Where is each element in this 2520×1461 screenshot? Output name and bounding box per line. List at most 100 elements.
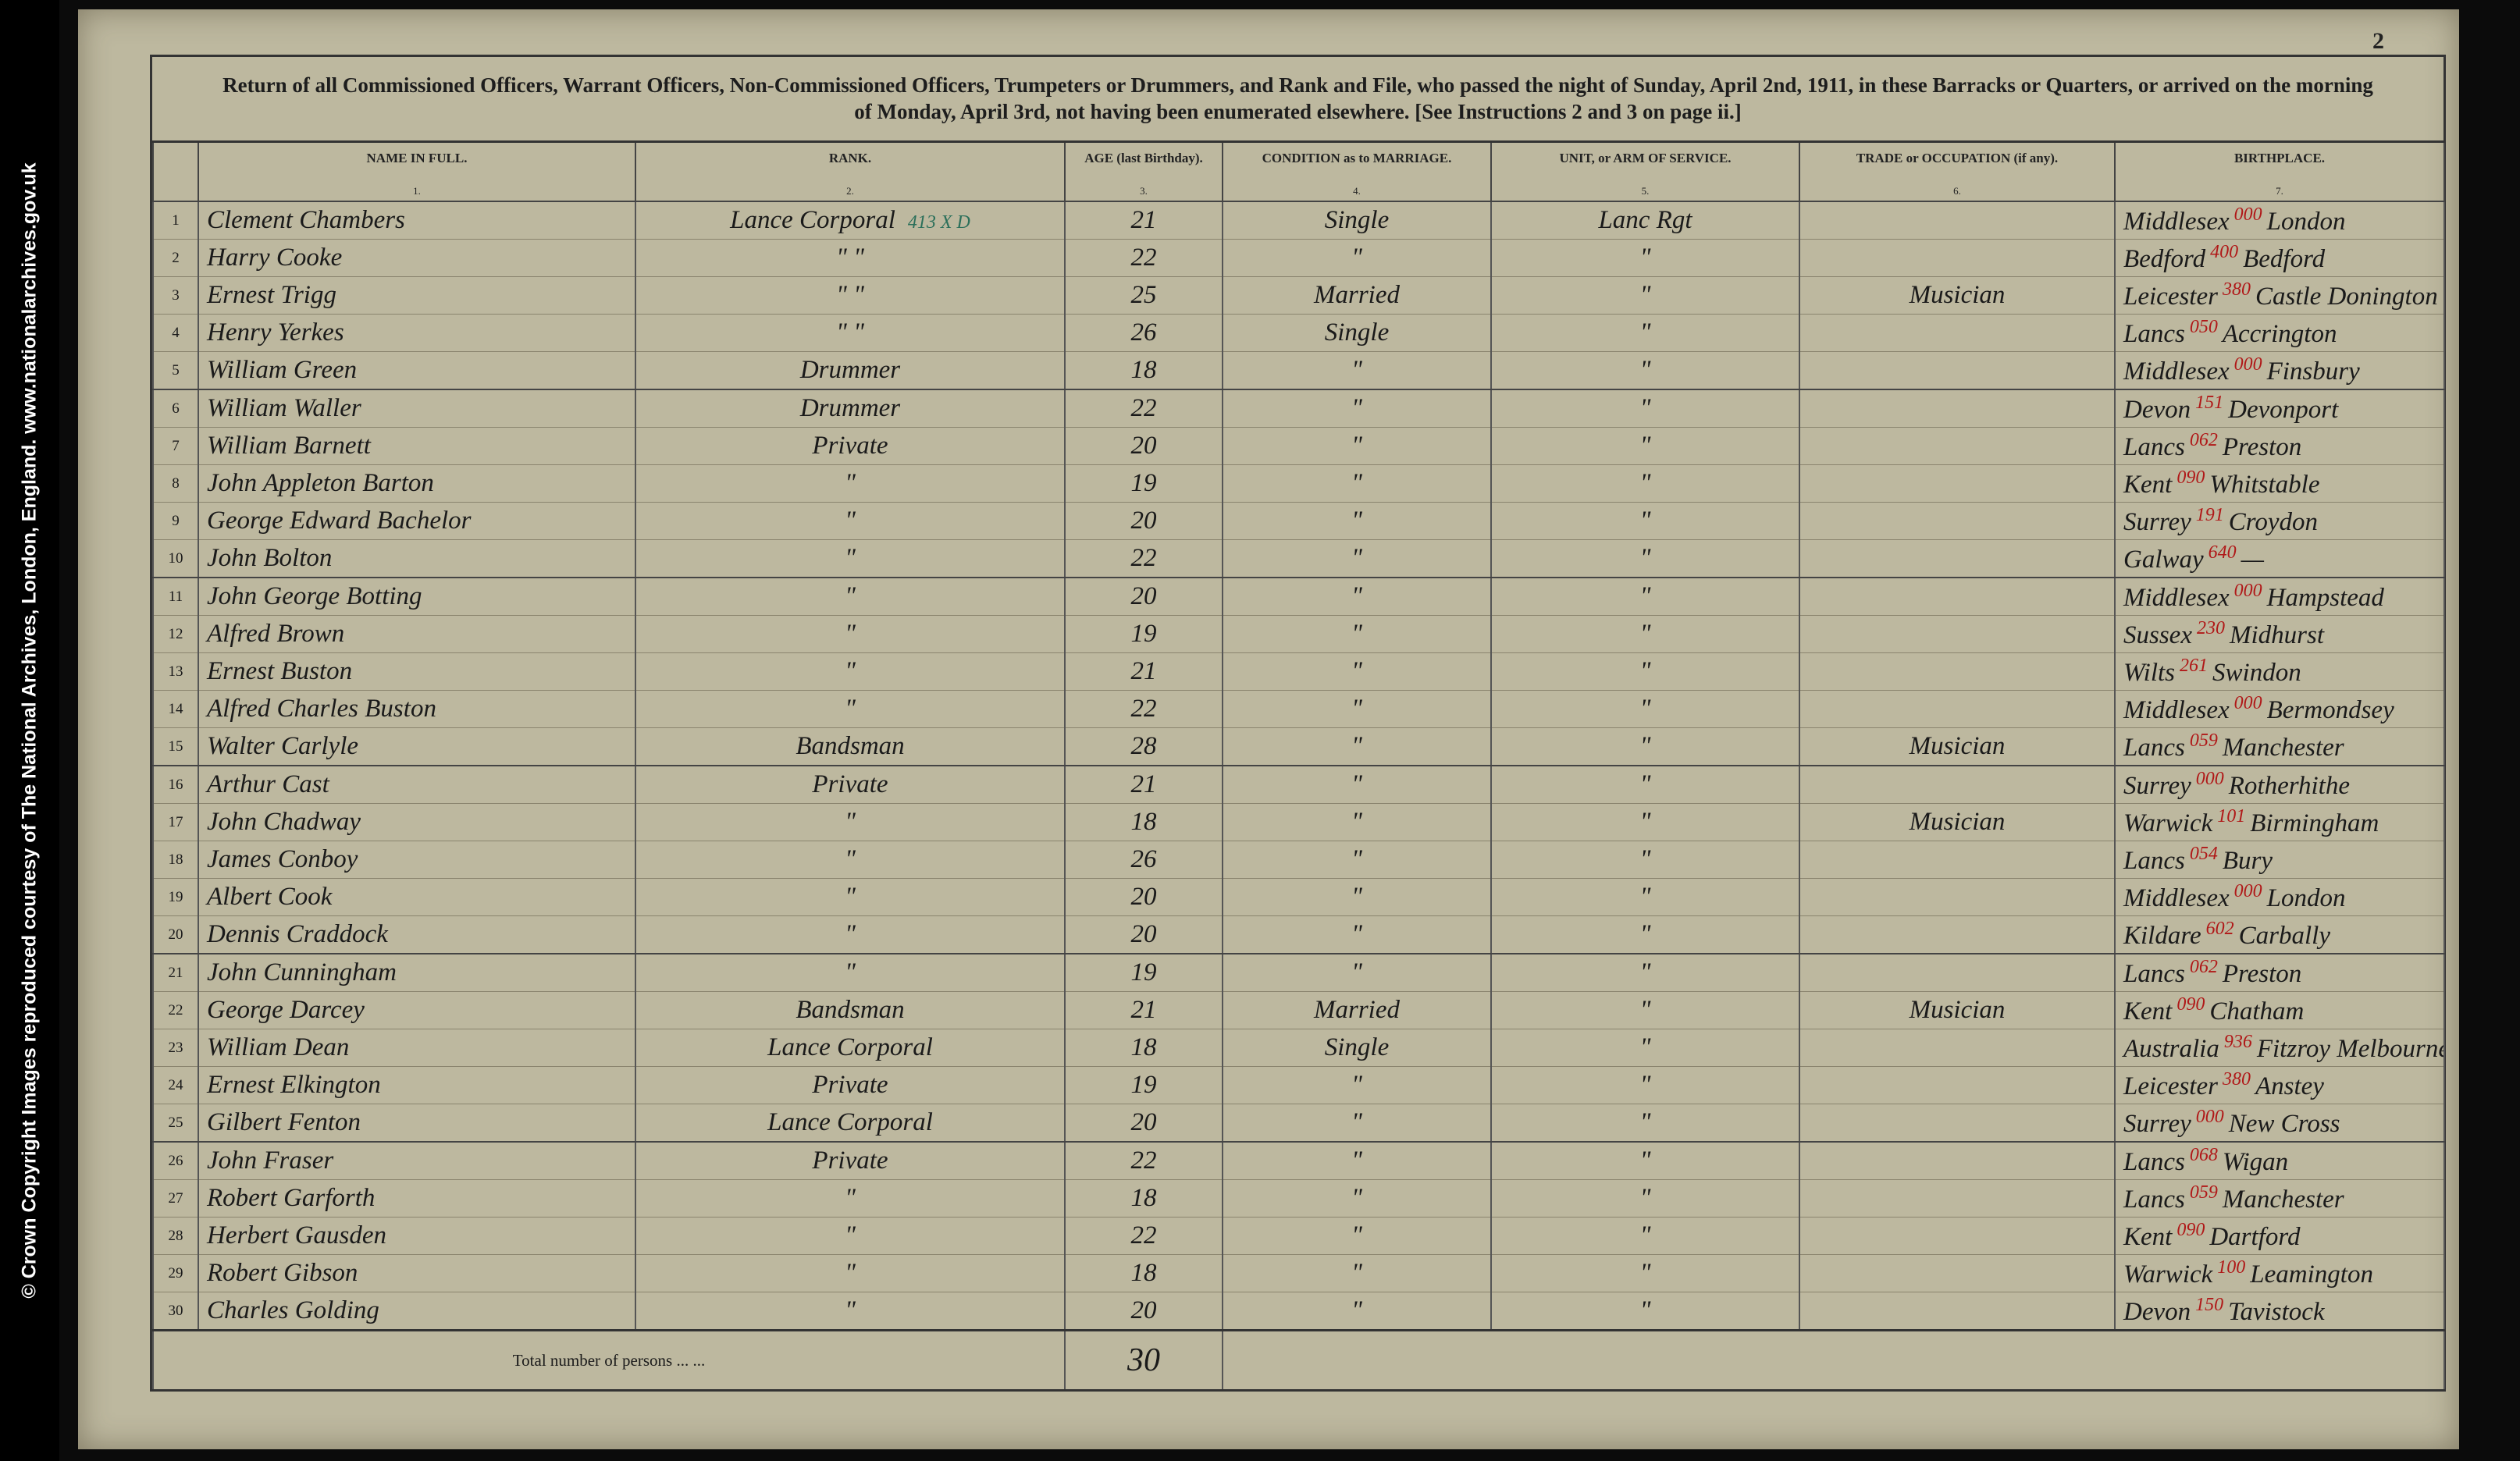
condition-cell: " [1222,803,1492,841]
place-code: 936 [2223,1032,2252,1052]
name: Robert Garforth [207,1184,376,1212]
condition: Married [1314,281,1400,309]
place: Bury [2222,847,2273,875]
trade-cell [1799,1142,2116,1180]
age: 19 [1130,620,1157,648]
unit: " [1639,996,1651,1024]
place-code: 062 [2189,430,2218,450]
column-header-row: NAME IN FULL. 1. RANK. 2. AGE (last Birthday… [152,143,2445,202]
rank-cell: Drummer [635,389,1066,428]
age: 18 [1130,1033,1157,1061]
rank-cell: " [635,841,1066,879]
place: Rotherhithe [2228,772,2350,800]
place-code: 400 [2210,242,2239,262]
trade-cell [1799,351,2116,390]
rank: " [845,1184,856,1212]
unit: " [1639,1184,1651,1212]
name-cell: William Green [198,351,636,390]
trade-cell [1799,1254,2116,1292]
condition: " [1351,657,1362,685]
condition-cell: " [1222,502,1492,540]
age: 21 [1130,996,1157,1024]
birthplace-cell: Lancs 068 Wigan [2114,1142,2445,1180]
census-row: 5 William Green Drummer 18 " " Middlesex 000 Fin… [152,351,2445,390]
birthplace-cell: Warwick 101 Birmingham [2114,803,2445,841]
census-row: 14 Alfred Charles Buston " 22 " " Middlesex 000… [152,690,2445,728]
column-label: BIRTHPLACE. [2233,151,2326,165]
rank: " " [836,244,864,272]
row-number: 18 [152,841,199,879]
condition-cell: " [1222,1066,1492,1104]
condition-cell: " [1222,841,1492,879]
age: 19 [1130,1071,1157,1099]
census-row: 17 John Chadway " 18 " " Musician Warwick 101 Bir… [152,803,2445,841]
age: 28 [1130,732,1157,760]
column-label: AGE (last Birthday). [1084,151,1203,165]
total-label: Total number of persons ... ... [152,1329,1066,1389]
age-cell: 18 [1064,351,1223,390]
row-number: 5 [152,351,199,390]
rank-cell: " [635,1292,1066,1331]
rank-cell: Drummer [635,351,1066,390]
condition: " [1351,958,1362,986]
rank: Lance Corporal [767,1108,933,1136]
column-header: NAME IN FULL. 1. [198,143,636,202]
birthplace-cell: Middlesex 000 Bermondsey [2114,690,2445,728]
birthplace-cell: Middlesex 000 Hampstead [2114,578,2445,616]
rank-cell: Private [635,427,1066,465]
name: William Barnett [207,432,371,460]
condition: " [1351,1221,1362,1249]
condition-cell: " [1222,578,1492,616]
condition-cell: " [1222,389,1492,428]
place: Dartford [2209,1223,2301,1251]
trade-cell [1799,1104,2116,1143]
name-cell: George Darcey [198,991,636,1029]
county: Lancs [2123,1148,2185,1176]
birthplace-cell: Lancs 062 Preston [2114,954,2445,992]
total-blank [1222,1329,2445,1389]
rank-cell: " [635,803,1066,841]
column-number: 2. [846,185,854,197]
age-cell: 21 [1064,991,1223,1029]
place: Croydon [2228,508,2319,536]
unit-cell: " [1490,1292,1800,1331]
census-row: 2 Harry Cooke " " 22 " " Bedford 400 Bedford [152,239,2445,277]
census-row: 6 William Waller Drummer 22 " " Devon 151 Devonp… [152,389,2445,428]
unit: " [1639,281,1651,309]
row-number: 13 [152,652,199,691]
county: Middlesex [2123,357,2230,386]
place: Finsbury [2266,357,2360,386]
unit-cell: " [1490,652,1800,691]
unit-cell: " [1490,578,1800,616]
condition-cell: " [1222,464,1492,503]
rank-cell: Bandsman [635,991,1066,1029]
row-number: 3 [152,276,199,315]
place-code: 059 [2189,1182,2218,1203]
census-row: 19 Albert Cook " 20 " " Middlesex 000 London [152,878,2445,916]
row-number: 19 [152,878,199,916]
unit-cell: " [1490,878,1800,916]
rank-cell: " [635,615,1066,653]
age: 20 [1130,1296,1157,1324]
birthplace-cell: Leicester 380 Castle Donington [2114,276,2445,315]
unit-cell: " [1490,502,1800,540]
census-row: 25 Gilbert Fenton Lance Corporal 20 " " Surrey… [152,1104,2445,1143]
census-row: 21 John Cunningham " 19 " " Lancs 062 Preston [152,954,2445,992]
county: Middlesex [2123,584,2230,612]
condition: Married [1314,996,1400,1024]
condition-cell: " [1222,766,1492,804]
name: Henry Yerkes [207,318,344,347]
age-cell: 20 [1064,1292,1223,1331]
name-cell: Ernest Elkington [198,1066,636,1104]
age: 21 [1130,770,1157,798]
rank-cell: " [635,1179,1066,1218]
rank: " [845,507,856,535]
unit: " [1639,544,1651,572]
condition: " [1351,432,1362,460]
trade-cell [1799,464,2116,503]
rank: Bandsman [796,996,905,1024]
unit-cell: " [1490,727,1800,766]
name: John Appleton Barton [207,469,434,497]
column-header: UNIT, or ARM OF SERVICE. 5. [1490,143,1800,202]
census-row: 27 Robert Garforth " 18 " " Lancs 059 Manchester [152,1179,2445,1218]
